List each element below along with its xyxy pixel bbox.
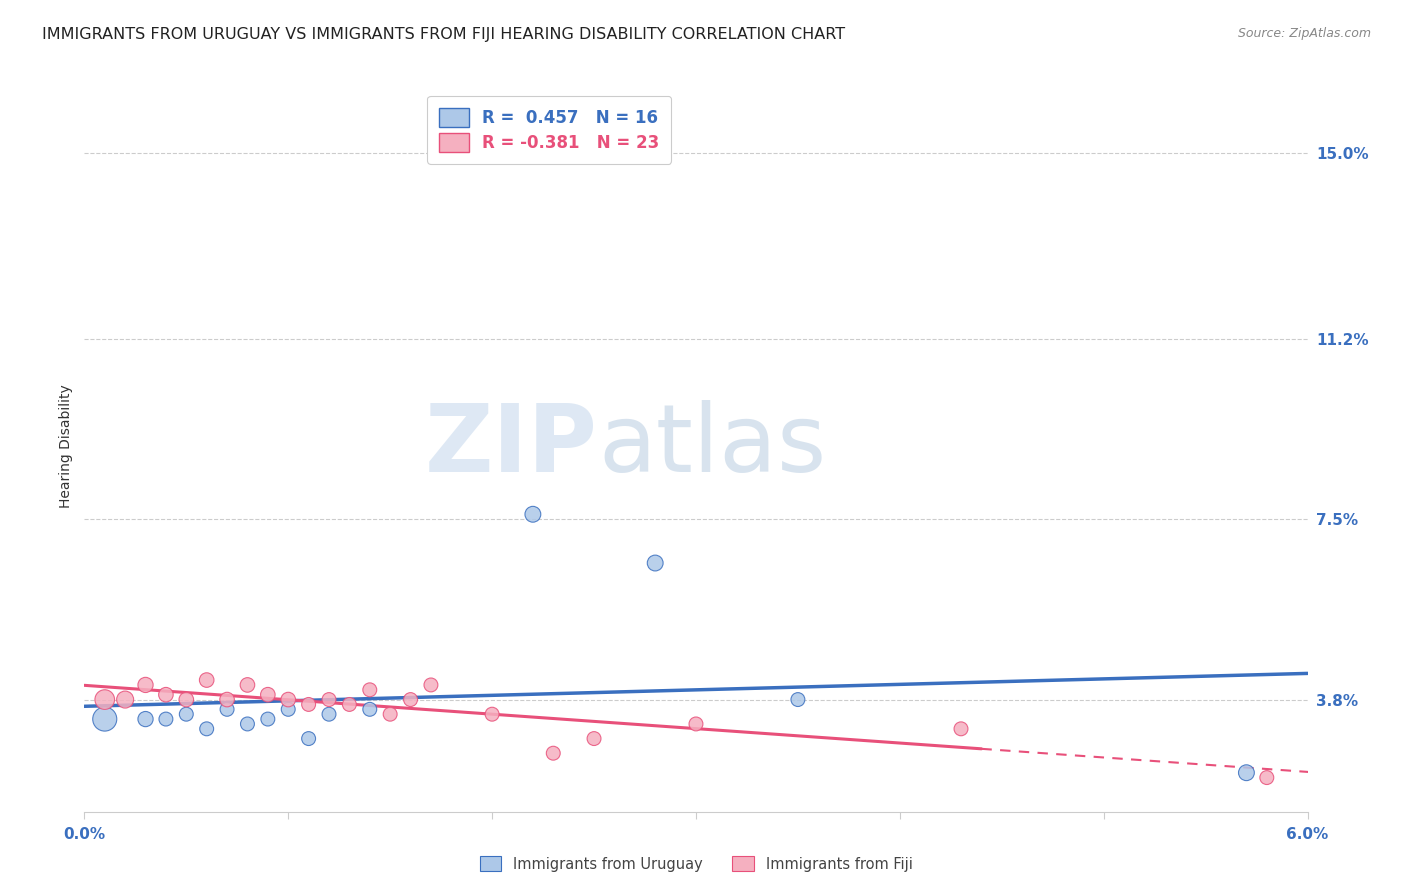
Point <box>359 702 381 716</box>
Point <box>93 712 117 726</box>
Point <box>1236 765 1258 780</box>
Point <box>135 678 157 692</box>
Point <box>195 673 218 687</box>
Point <box>318 692 340 706</box>
Point <box>380 707 402 722</box>
Point <box>787 692 810 706</box>
Point <box>176 707 198 722</box>
Point <box>298 698 321 712</box>
Point <box>176 692 198 706</box>
Text: IMMIGRANTS FROM URUGUAY VS IMMIGRANTS FROM FIJI HEARING DISABILITY CORRELATION C: IMMIGRANTS FROM URUGUAY VS IMMIGRANTS FR… <box>42 27 845 42</box>
Point <box>155 712 177 726</box>
Point <box>298 731 321 746</box>
Y-axis label: Hearing Disability: Hearing Disability <box>59 384 73 508</box>
Point <box>257 688 280 702</box>
Point <box>135 712 157 726</box>
Point <box>685 717 707 731</box>
Point <box>481 707 503 722</box>
Point <box>399 692 422 706</box>
Point <box>1256 771 1278 785</box>
Point <box>522 508 544 522</box>
Point <box>277 702 299 716</box>
Point <box>420 678 443 692</box>
Point <box>277 692 299 706</box>
Text: ZIP: ZIP <box>425 400 598 492</box>
Point <box>236 678 259 692</box>
Legend: Immigrants from Uruguay, Immigrants from Fiji: Immigrants from Uruguay, Immigrants from… <box>474 850 918 878</box>
Point <box>644 556 666 570</box>
Text: Source: ZipAtlas.com: Source: ZipAtlas.com <box>1237 27 1371 40</box>
Point <box>543 746 565 760</box>
Point <box>217 702 239 716</box>
Point <box>155 688 177 702</box>
Point <box>217 692 239 706</box>
Point <box>583 731 606 746</box>
Point <box>950 722 973 736</box>
Point <box>236 717 259 731</box>
Point <box>195 722 218 736</box>
Text: atlas: atlas <box>598 400 827 492</box>
Point <box>93 692 117 706</box>
Point <box>257 712 280 726</box>
Point <box>114 692 136 706</box>
Point <box>359 682 381 697</box>
Point <box>318 707 340 722</box>
Point <box>339 698 361 712</box>
